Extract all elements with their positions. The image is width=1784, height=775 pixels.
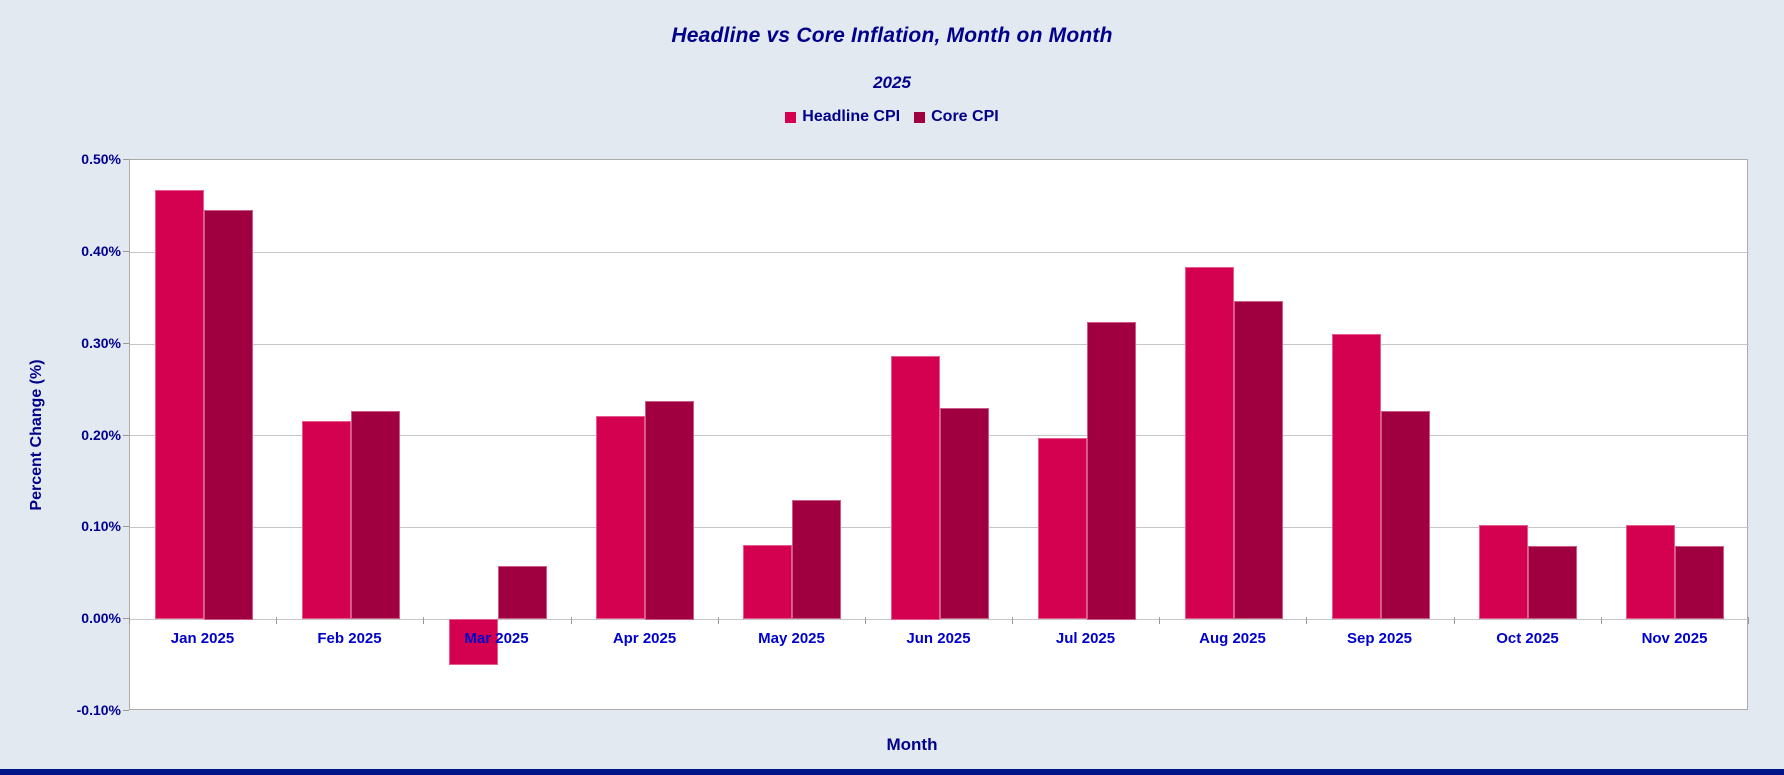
x-axis-tick-mark xyxy=(1454,617,1455,624)
x-axis-tick-mark xyxy=(129,617,130,624)
legend-label-headline-cpi: Headline CPI xyxy=(802,108,901,125)
bar-core-cpi-jan-2025 xyxy=(204,210,253,620)
y-axis-tick-mark xyxy=(123,710,129,711)
x-axis-tick-mark xyxy=(423,617,424,624)
bar-headline-cpi-jan-2025 xyxy=(155,190,204,619)
gridline xyxy=(130,252,1749,253)
x-axis-tick-mark xyxy=(276,617,277,624)
x-axis-tick-mark xyxy=(1601,617,1602,624)
y-axis-tick-label: 0.10% xyxy=(81,518,121,535)
bar-headline-cpi-oct-2025 xyxy=(1479,525,1528,619)
bar-core-cpi-mar-2025 xyxy=(498,566,547,619)
x-axis-tick-label: Sep 2025 xyxy=(1346,630,1413,647)
bar-headline-cpi-may-2025 xyxy=(743,545,792,619)
bar-core-cpi-apr-2025 xyxy=(645,401,694,620)
legend: Headline CPI Core CPI xyxy=(0,108,1784,126)
y-axis-tick-mark xyxy=(123,343,129,344)
bottom-edge-bar xyxy=(0,769,1784,775)
x-axis-tick-label: Jun 2025 xyxy=(906,630,971,647)
y-axis-tick-mark xyxy=(123,435,129,436)
x-axis-tick-label: May 2025 xyxy=(758,630,825,647)
y-axis-tick-mark xyxy=(123,159,129,160)
bar-headline-cpi-aug-2025 xyxy=(1185,267,1234,619)
bar-core-cpi-sep-2025 xyxy=(1381,411,1430,619)
bar-headline-cpi-feb-2025 xyxy=(302,421,351,619)
x-axis-tick-label: Mar 2025 xyxy=(464,630,529,647)
y-axis-tick-label: 0.00% xyxy=(81,610,121,627)
x-axis-tick-mark xyxy=(1012,617,1013,624)
gridline xyxy=(130,344,1749,345)
bar-headline-cpi-nov-2025 xyxy=(1626,525,1675,619)
bar-headline-cpi-sep-2025 xyxy=(1332,334,1381,619)
y-axis-tick-label: 0.50% xyxy=(81,151,121,167)
chart-title: Headline vs Core Inflation, Month on Mon… xyxy=(671,24,1113,47)
bar-core-cpi-nov-2025 xyxy=(1675,546,1724,619)
y-axis-tick-mark xyxy=(123,618,129,619)
bar-core-cpi-aug-2025 xyxy=(1234,301,1283,619)
x-axis-tick-mark xyxy=(865,617,866,624)
y-axis-tick-label: -0.10% xyxy=(76,702,121,718)
bar-headline-cpi-jul-2025 xyxy=(1038,438,1087,619)
bar-headline-cpi-mar-2025 xyxy=(449,619,498,665)
bar-headline-cpi-jun-2025 xyxy=(891,356,940,620)
y-axis-tick-label: 0.30% xyxy=(81,334,121,351)
x-axis-tick-label: Aug 2025 xyxy=(1199,630,1266,647)
legend-entry-headline-cpi: Headline CPI xyxy=(785,108,900,126)
x-axis-title: Month xyxy=(886,735,938,754)
bar-headline-cpi-apr-2025 xyxy=(596,416,645,619)
x-axis-tick-mark xyxy=(718,617,719,624)
x-axis-tick-label: Jan 2025 xyxy=(170,630,235,647)
legend-label-core-cpi: Core CPI xyxy=(931,108,999,125)
x-axis-tick-label: Jul 2025 xyxy=(1055,630,1116,647)
bar-core-cpi-jun-2025 xyxy=(940,408,989,619)
chart-subtitle: 2025 xyxy=(873,73,911,92)
legend-swatch-core-cpi-icon xyxy=(914,111,926,123)
legend-entry-core-cpi: Core CPI xyxy=(914,108,999,126)
y-axis-tick-label: 0.20% xyxy=(81,426,121,443)
x-axis-tick-mark xyxy=(1306,617,1307,624)
x-axis-tick-label: Feb 2025 xyxy=(317,630,382,647)
plot-area xyxy=(129,159,1749,710)
bar-core-cpi-feb-2025 xyxy=(351,411,400,619)
x-axis-tick-mark xyxy=(1159,617,1160,624)
x-axis-tick-label: Nov 2025 xyxy=(1641,630,1708,647)
y-axis-tick-mark xyxy=(123,526,129,527)
legend-swatch-headline-cpi-icon xyxy=(785,111,797,123)
bar-core-cpi-jul-2025 xyxy=(1087,322,1136,620)
bar-core-cpi-oct-2025 xyxy=(1528,546,1577,619)
bar-core-cpi-may-2025 xyxy=(792,500,841,619)
x-axis-tick-label: Apr 2025 xyxy=(612,630,677,647)
x-axis-tick-label: Oct 2025 xyxy=(1496,630,1559,647)
x-axis-tick-mark xyxy=(571,617,572,624)
x-axis-tick-mark xyxy=(1748,617,1749,624)
y-axis-tick-mark xyxy=(123,251,129,252)
y-axis-tick-label: 0.40% xyxy=(81,242,121,259)
